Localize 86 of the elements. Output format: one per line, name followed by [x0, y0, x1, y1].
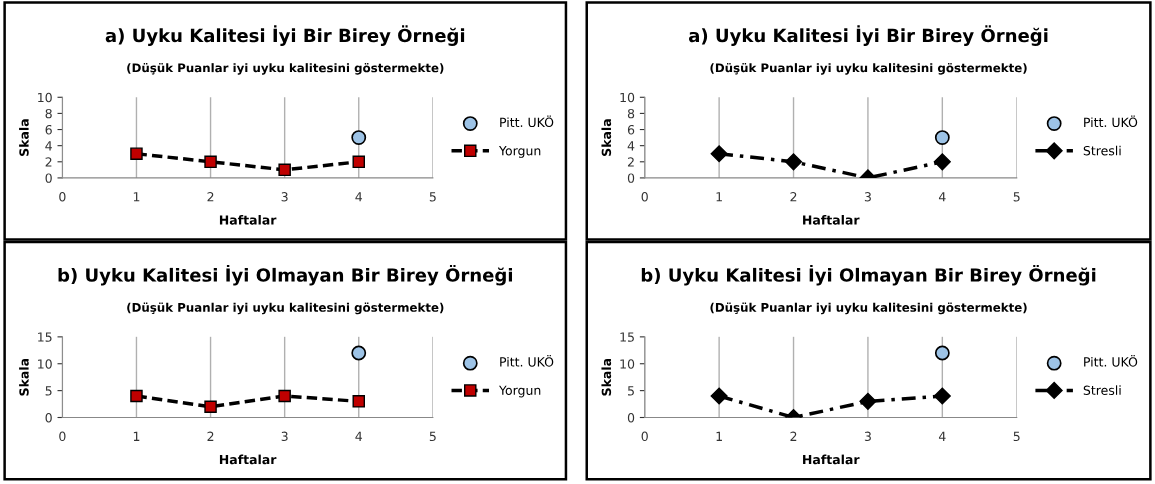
- x-tick-label: 5: [1013, 192, 1020, 202]
- point: [351, 130, 367, 146]
- point: [352, 395, 366, 408]
- x-tick-label: 0: [641, 431, 648, 442]
- x-tick-label: 3: [281, 192, 288, 202]
- point: [352, 155, 366, 169]
- x-tick-label: 5: [1013, 431, 1020, 442]
- y-tick-label: 8: [627, 108, 635, 119]
- x-tick-label: 5: [429, 192, 436, 202]
- y-tick-label: 10: [38, 359, 52, 369]
- y-axis-title: Skala: [19, 358, 29, 396]
- x-axis-title: Haftalar: [803, 215, 860, 225]
- x-tick-label: 4: [938, 431, 946, 441]
- x-tick-label: 4: [938, 192, 946, 202]
- legend-label: Yorgun: [498, 385, 541, 398]
- x-axis-title: Haftalar: [219, 215, 277, 225]
- chart-subtitle: (Düşük Puanlar iyi uyku kalitesini göstermekte): [710, 62, 1027, 75]
- y-tick-label: 10: [38, 92, 52, 103]
- y-axis-title: Skala: [601, 119, 612, 156]
- point: [204, 400, 217, 413]
- legend-label: Pitt. UKÖ: [500, 115, 554, 128]
- point: [710, 145, 728, 163]
- chart-subtitle: (Düşük Puanlar iyi uyku kalitesini göstermekte): [127, 62, 444, 75]
- y-tick-label: 5: [45, 386, 52, 396]
- y-tick-label: 6: [45, 125, 52, 135]
- legend-label: Stresli: [1083, 385, 1121, 395]
- x-tick-label: 1: [133, 192, 140, 202]
- x-tick-label: 3: [281, 431, 288, 442]
- x-tick-label: 1: [716, 192, 722, 202]
- x-tick-label: 4: [355, 431, 363, 441]
- x-tick-label: 2: [790, 431, 797, 441]
- x-tick-label: 2: [790, 192, 797, 202]
- x-tick-label: 1: [716, 431, 722, 441]
- point: [204, 155, 217, 169]
- y-tick-label: 10: [620, 359, 635, 369]
- x-tick-label: 5: [429, 431, 436, 442]
- point: [130, 389, 143, 403]
- y-tick-label: 0: [45, 173, 52, 183]
- y-tick-label: 2: [45, 157, 52, 167]
- legend-label: Yorgun: [498, 146, 541, 158]
- y-tick-label: 15: [620, 332, 634, 342]
- chart-title: a) Uyku Kalitesi İyi Bir Birey Örneği: [689, 25, 1048, 46]
- point: [934, 130, 950, 146]
- chart-subtitle: (Düşük Puanlar iyi uyku kalitesini göstermekte): [127, 302, 444, 315]
- point: [278, 163, 291, 177]
- x-tick-label: 0: [641, 192, 648, 202]
- point: [278, 389, 291, 403]
- y-tick-label: 6: [627, 125, 635, 135]
- point: [784, 153, 803, 171]
- chart-title: b) Uyku Kalitesi İyi Olmayan Bir Birey Örneği: [58, 264, 513, 286]
- point: [934, 345, 950, 361]
- point: [859, 392, 877, 410]
- x-tick-label: 4: [355, 192, 363, 202]
- legend-label: Pitt. UKÖ: [1084, 355, 1138, 367]
- point: [933, 387, 951, 405]
- x-tick-label: 2: [207, 192, 214, 202]
- y-axis-title: Skala: [19, 119, 29, 156]
- x-tick-label: 3: [864, 431, 871, 442]
- point: [710, 387, 728, 405]
- x-tick-label: 0: [59, 431, 66, 442]
- y-axis-title: Skala: [601, 358, 612, 396]
- y-tick-label: 5: [628, 386, 634, 396]
- x-axis-title: Haftalar: [803, 454, 860, 465]
- y-tick-label: 0: [45, 412, 52, 423]
- x-axis-title: Haftalar: [219, 454, 277, 465]
- y-tick-label: 4: [45, 141, 52, 151]
- legend-label: Pitt. UKÖ: [1084, 115, 1138, 128]
- point: [130, 147, 143, 160]
- x-tick-label: 3: [864, 192, 871, 202]
- y-tick-label: 8: [45, 108, 52, 119]
- point: [933, 153, 951, 171]
- x-tick-label: 1: [133, 431, 140, 441]
- legend-label: Stresli: [1083, 145, 1121, 156]
- x-tick-label: 0: [59, 192, 66, 202]
- chart-title: b) Uyku Kalitesi İyi Olmayan Bir Birey Örneği: [641, 264, 1096, 286]
- point: [351, 345, 367, 361]
- chart-title: a) Uyku Kalitesi İyi Bir Birey Örneği: [105, 25, 465, 46]
- y-tick-label: 4: [627, 141, 635, 151]
- x-tick-label: 2: [207, 431, 214, 441]
- y-tick-label: 10: [620, 92, 635, 103]
- chart-subtitle: (Düşük Puanlar iyi uyku kalitesini göstermekte): [710, 302, 1027, 315]
- y-tick-label: 15: [38, 332, 52, 342]
- legend-label: Pitt. UKÖ: [500, 355, 554, 367]
- y-tick-label: 0: [627, 412, 635, 423]
- y-tick-label: 2: [627, 157, 634, 167]
- y-tick-label: 0: [627, 173, 635, 183]
